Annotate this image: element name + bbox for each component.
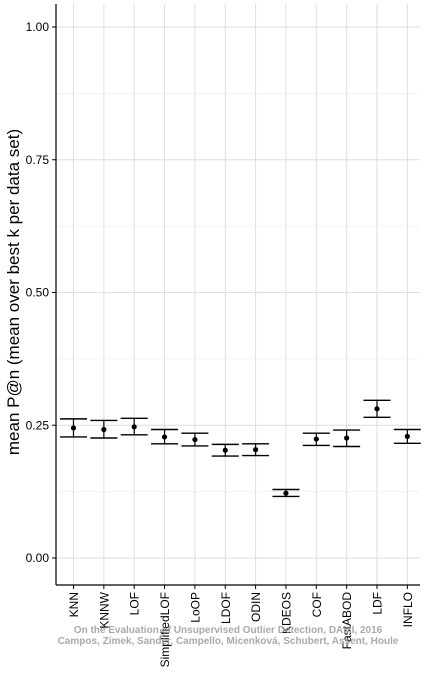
y-tick-label: 0.75 [26, 153, 50, 167]
x-tick-label: LDOF [219, 592, 233, 624]
mean-point [70, 425, 77, 431]
x-tick-label: KNN [67, 592, 81, 617]
watermark-line: On the Evaluation of Unsupervised Outlie… [74, 625, 383, 636]
mean-point [283, 490, 289, 496]
mean-point [404, 433, 410, 440]
x-tick-label: LoOP [188, 592, 202, 623]
y-tick-label: 0.00 [26, 551, 50, 565]
mean-point [313, 436, 319, 442]
mean-point [161, 434, 168, 440]
x-tick-label: KNNW [97, 591, 111, 628]
x-tick-label: COF [310, 592, 324, 617]
y-tick-label: 0.50 [26, 286, 50, 300]
x-tick-label: INFLO [401, 592, 415, 627]
mean-point [222, 447, 228, 453]
mean-point [131, 424, 137, 430]
mean-point [344, 435, 350, 441]
x-axis: KNN KNNW LOF SimplifiedLOF LoOP LDOF ODIN KDEOS… [67, 585, 415, 667]
plot-panel [56, 4, 420, 585]
watermark-line: Campos, Zimek, Sander, Campello, Micenko… [58, 636, 399, 647]
grid [55, 4, 420, 586]
x-tick-label: ODIN [249, 592, 263, 622]
watermark: On the Evaluation of Unsupervised Outlie… [58, 625, 399, 647]
mean-point [374, 406, 380, 412]
y-axis-title: mean P@n (mean over best k per data set) [4, 129, 23, 455]
y-axis: 0.00 0.25 0.50 0.75 1.00 [26, 20, 56, 565]
mean-point [101, 426, 107, 433]
mean-point [192, 436, 198, 443]
x-tick-label: SimplifiedLOF [158, 592, 172, 667]
y-tick-label: 0.25 [26, 418, 50, 432]
mean-point [253, 447, 259, 453]
x-tick-label: FastABOD [340, 592, 354, 650]
x-tick-label: LOF [128, 592, 142, 615]
y-tick-label: 1.00 [26, 20, 50, 34]
error-bars [60, 399, 421, 498]
x-tick-label: KDEOS [279, 592, 293, 634]
x-tick-label: LDF [371, 592, 385, 615]
